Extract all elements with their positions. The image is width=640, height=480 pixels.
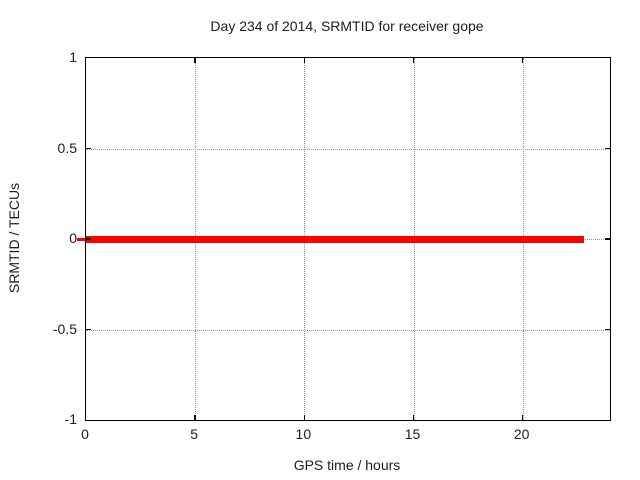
y-tick — [86, 328, 91, 331]
y-tick-label: 0.5 — [57, 139, 77, 156]
x-tick — [303, 58, 306, 63]
y-gridline — [86, 148, 610, 150]
y-tick — [605, 147, 610, 150]
y-tick-label: 0 — [69, 230, 77, 246]
x-tick — [521, 58, 524, 63]
y-tick — [605, 328, 610, 331]
y-tick-label: 1 — [69, 49, 77, 65]
x-tick-label: 5 — [190, 426, 199, 442]
x-tick — [194, 415, 196, 420]
x-tick — [303, 415, 306, 420]
chart-title: Day 234 of 2014, SRMTID for receiver gop… — [210, 18, 484, 34]
x-tick — [521, 415, 524, 420]
x-tick-label: 0 — [81, 426, 89, 442]
x-axis-label: GPS time / hours — [293, 457, 401, 473]
x-tick — [412, 415, 415, 420]
x-tick-label: 15 — [404, 426, 421, 442]
series-line-start-cap — [77, 237, 85, 241]
x-tick — [194, 58, 196, 63]
x-tick-label: 20 — [513, 426, 530, 442]
x-tick-label: 10 — [295, 426, 312, 442]
plot-area — [77, 57, 611, 421]
series-line — [86, 235, 584, 243]
y-gridline — [86, 329, 610, 331]
y-tick — [86, 238, 91, 240]
y-tick — [605, 238, 610, 240]
y-tick-label: -1 — [64, 411, 77, 427]
y-tick-label: -0.5 — [52, 320, 77, 337]
y-tick — [86, 147, 91, 150]
x-tick — [412, 58, 415, 63]
